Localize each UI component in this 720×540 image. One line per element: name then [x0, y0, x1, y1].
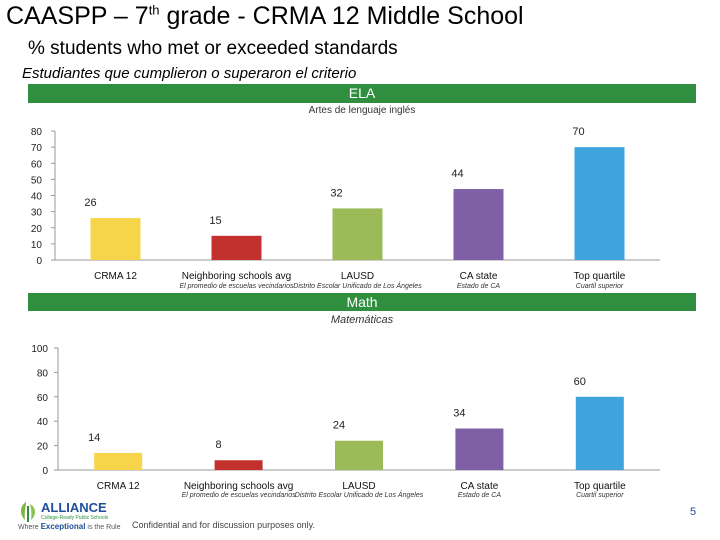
math-category-label: Top quartile — [574, 481, 626, 492]
ela-category-label-es: Distrito Escolar Unificado de Los Ángele… — [293, 281, 422, 290]
math-band: Math — [28, 293, 696, 311]
math-y-tick-label: 80 — [37, 368, 49, 379]
ela-y-tick-label: 20 — [31, 224, 43, 235]
ela-y-tick-label: 50 — [31, 175, 43, 186]
math-category-label-es: El promedio de escuelas vecindarios — [182, 492, 297, 499]
math-bar — [94, 452, 143, 470]
slide-subtitle-spanish: Estudiantes que cumplieron o superaron e… — [22, 65, 357, 82]
alliance-logo-graphic: ALLIANCE College-Ready Public Schools Wh… — [18, 500, 121, 531]
alliance-logo: ALLIANCE College-Ready Public Schools Wh… — [16, 498, 128, 532]
math-category-label: CA state — [460, 481, 498, 492]
ela-y-tick-label: 70 — [31, 143, 43, 154]
math-bar — [575, 396, 624, 470]
page-number: 5 — [690, 506, 697, 518]
ela-value-label: 44 — [451, 168, 463, 180]
math-category-label: Neighboring schools avg — [184, 481, 294, 492]
ela-category-label-es: Cuartil superior — [576, 283, 624, 290]
math-y-tick-label: 60 — [37, 393, 49, 404]
math-value-label: 14 — [88, 432, 100, 444]
slide-subtitle: % students who met or exceeded standards — [28, 38, 398, 59]
ela-category-label-es: El promedio de escuelas vecindarios — [179, 283, 294, 290]
math-bar — [335, 440, 383, 470]
math-category-label-es: Estado de CA — [458, 492, 502, 499]
ela-y-tick-label: 60 — [31, 159, 43, 170]
leaf-icon — [20, 502, 36, 522]
ela-category-label: CA state — [460, 271, 498, 282]
ela-value-label: 15 — [209, 215, 221, 227]
logo-motto: Where Exceptional is the Rule — [18, 522, 121, 531]
ela-bar — [453, 189, 504, 260]
ela-category-label-es: Estado de CA — [457, 283, 501, 290]
math-bar — [214, 460, 263, 470]
ela-y-tick-label: 80 — [31, 127, 43, 138]
math-value-label: 8 — [216, 439, 222, 451]
ela-bar — [211, 235, 262, 260]
math-value-label: 24 — [333, 420, 345, 432]
ela-band: ELA — [28, 84, 696, 103]
math-y-tick-label: 100 — [31, 344, 48, 355]
ela-y-tick-label: 40 — [31, 192, 43, 203]
math-bar — [455, 428, 504, 470]
math-category-label: CRMA 12 — [97, 481, 140, 492]
math-band-subtitle: Matemáticas — [330, 314, 394, 326]
ela-y-tick-label: 0 — [36, 256, 42, 267]
logo-tagline: College-Ready Public Schools — [41, 515, 109, 521]
ela-category-label: CRMA 12 — [94, 271, 137, 282]
ela-band-subtitle: Artes de lenguaje inglés — [308, 105, 416, 116]
math-category-label-es: Cuartil superior — [576, 492, 624, 499]
confidential-note: Confidential and for discussion purposes… — [132, 520, 315, 530]
math-category-label-es: Distrito Escolar Unificado de Los Ángele… — [295, 490, 424, 499]
math-category-label: LAUSD — [342, 481, 375, 492]
math-y-tick-label: 20 — [37, 442, 49, 453]
ela-value-label: 32 — [330, 187, 342, 199]
ela-y-tick-label: 10 — [31, 240, 43, 251]
math-value-label: 60 — [574, 376, 586, 388]
ela-bar — [332, 208, 383, 260]
ela-category-label: Neighboring schools avg — [182, 271, 292, 282]
ela-y-tick-label: 30 — [31, 208, 43, 219]
logo-name: ALLIANCE — [41, 500, 107, 515]
slide-title: CAASPP – 7th grade - CRMA 12 Middle Scho… — [6, 2, 524, 30]
math-y-tick-label: 40 — [37, 417, 49, 428]
math-value-label: 34 — [453, 408, 465, 420]
math-y-tick-label: 0 — [42, 466, 48, 477]
ela-category-label: Top quartile — [574, 271, 626, 282]
ela-value-label: 26 — [84, 197, 96, 209]
ela-bar — [574, 147, 625, 260]
ela-category-label: LAUSD — [341, 271, 374, 282]
ela-bar — [90, 218, 141, 260]
ela-value-label: 70 — [572, 126, 584, 138]
